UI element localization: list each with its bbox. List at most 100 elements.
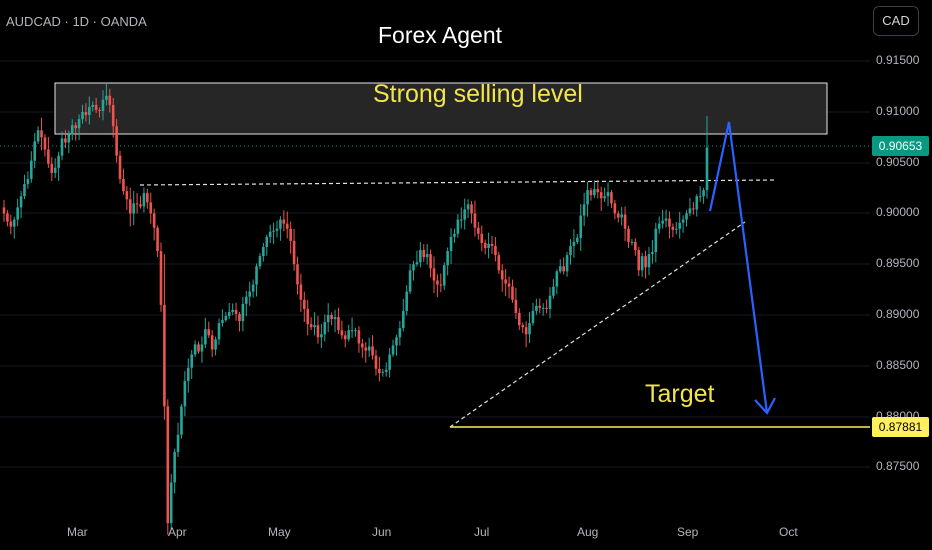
candle-body (53, 167, 57, 173)
candle-body (30, 160, 33, 179)
candle-body (340, 330, 344, 336)
candle-body (299, 284, 303, 300)
candle-body (238, 313, 241, 322)
candle-body (306, 308, 310, 325)
candle-body (309, 324, 313, 328)
candle-body (627, 228, 630, 242)
candle-body (282, 219, 286, 224)
candle-body (596, 189, 600, 193)
candle-body (623, 214, 627, 229)
candle-body (531, 310, 535, 324)
candle-body (453, 233, 456, 237)
projection-arrow (708, 121, 769, 414)
candle-body (562, 266, 565, 272)
candle-body (169, 482, 173, 524)
candle-body (548, 295, 552, 309)
candle-body (156, 227, 159, 252)
candle-body (19, 196, 23, 208)
candle-body (705, 147, 709, 191)
candle-body (442, 265, 446, 286)
candle-body (535, 305, 538, 311)
candle-body (480, 233, 484, 243)
candle-body (671, 226, 675, 230)
candle-body (395, 337, 398, 346)
candle-body (640, 256, 644, 271)
strong-selling-zone (54, 82, 828, 135)
candle-body (347, 330, 350, 340)
candle-body (654, 228, 658, 253)
candle-body (190, 354, 193, 368)
arrow-head (754, 397, 776, 415)
candle-body (40, 130, 43, 138)
candle-body (606, 192, 610, 197)
candle-body (664, 218, 668, 221)
candle-body (477, 227, 480, 234)
candle-body (459, 219, 463, 221)
candle-body (354, 330, 357, 332)
candle-body (357, 330, 361, 344)
candle-body (579, 215, 583, 238)
candle-body (101, 99, 105, 111)
y-tick-label: 0.89000 (876, 307, 920, 321)
candle-body (108, 95, 112, 105)
candle-body (77, 119, 81, 129)
candle-body (296, 264, 299, 285)
candle-body (473, 213, 477, 228)
candle-body (258, 256, 262, 267)
candle-body (507, 283, 511, 287)
candle-body (272, 230, 275, 232)
candle-body (439, 284, 443, 286)
candle-body (524, 327, 528, 335)
candle-body (320, 334, 323, 338)
candle-body (292, 240, 296, 265)
candle-body (180, 406, 183, 435)
candle-body (159, 251, 163, 305)
candle-body (661, 220, 664, 224)
candle-body (545, 307, 548, 309)
candle-body (64, 138, 67, 143)
candle-body (303, 299, 306, 309)
candle-body (599, 192, 603, 199)
candle-body (207, 329, 211, 336)
candle-body (204, 329, 207, 345)
candle-body (74, 125, 77, 129)
candle-body (241, 303, 245, 322)
candle-body (12, 219, 16, 227)
candle-body (142, 193, 146, 207)
candle-body (405, 291, 408, 311)
candle-body (371, 346, 374, 356)
candle-body (514, 299, 518, 313)
candle-body (50, 163, 54, 173)
candle-body (634, 241, 637, 251)
candle-body (497, 255, 501, 271)
candle-body (521, 325, 525, 328)
candle-body (698, 196, 702, 198)
candle-body (630, 241, 634, 243)
candle-body (326, 315, 330, 323)
candle-body (91, 104, 95, 107)
currency-button[interactable]: CAD (873, 6, 919, 36)
candle-body (9, 221, 13, 227)
candle-body (330, 315, 333, 320)
candle-body (388, 354, 391, 370)
candle-body (265, 236, 269, 247)
candle-body (313, 325, 316, 328)
candle-body (374, 355, 378, 369)
candle-body (47, 149, 50, 164)
candle-body (504, 279, 507, 284)
candle-body (94, 104, 98, 110)
candle-body (255, 266, 258, 285)
candle-body (589, 190, 593, 196)
candle-body (695, 196, 699, 210)
candle-body (582, 204, 586, 216)
candle-body (132, 203, 135, 214)
candle-body (651, 252, 654, 255)
candle-body (361, 343, 364, 348)
candle-body (456, 219, 460, 234)
x-tick-label: Sep (677, 525, 699, 539)
candle-body (422, 250, 426, 258)
candle-body (183, 380, 187, 407)
candle-body (60, 138, 64, 156)
candle-body (268, 231, 272, 237)
